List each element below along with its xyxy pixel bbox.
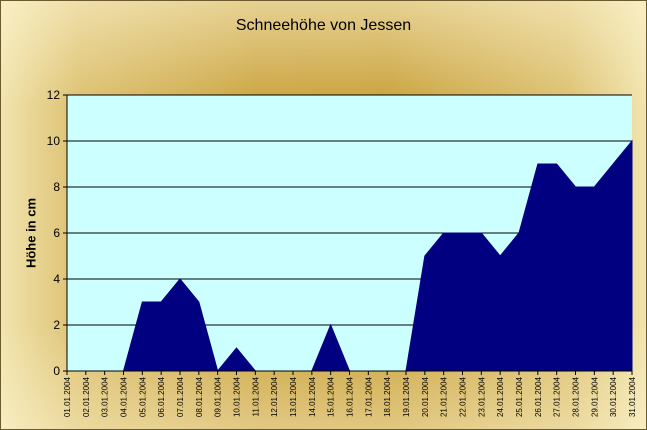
x-tick-label: 13.01.2004 bbox=[289, 376, 298, 417]
y-tick-label: 10 bbox=[47, 134, 61, 148]
x-tick-label: 17.01.2004 bbox=[364, 376, 373, 417]
x-tick-label: 28.01.2004 bbox=[572, 376, 581, 417]
y-tick-label: 4 bbox=[53, 272, 60, 286]
x-tick-label: 31.01.2004 bbox=[628, 376, 637, 417]
x-tick-label: 09.01.2004 bbox=[214, 376, 223, 417]
x-tick-label: 30.01.2004 bbox=[609, 376, 618, 417]
x-tick-label: 15.01.2004 bbox=[327, 376, 336, 417]
x-tick-label: 07.01.2004 bbox=[176, 376, 185, 417]
y-tick-label: 12 bbox=[47, 88, 61, 102]
x-tick-label: 23.01.2004 bbox=[477, 376, 486, 417]
x-tick-label: 01.01.2004 bbox=[63, 376, 72, 417]
x-tick-label: 19.01.2004 bbox=[402, 376, 411, 417]
y-tick-label: 8 bbox=[53, 180, 60, 194]
x-tick-label: 02.01.2004 bbox=[82, 376, 91, 417]
x-tick-label: 21.01.2004 bbox=[440, 376, 449, 417]
y-tick-label: 0 bbox=[53, 364, 60, 378]
x-tick-label: 22.01.2004 bbox=[459, 376, 468, 417]
x-tick-label: 04.01.2004 bbox=[120, 376, 129, 417]
x-tick-label: 05.01.2004 bbox=[138, 376, 147, 417]
x-tick-label: 25.01.2004 bbox=[515, 376, 524, 417]
x-tick-label: 08.01.2004 bbox=[195, 376, 204, 417]
x-tick-label: 27.01.2004 bbox=[553, 376, 562, 417]
x-tick-label: 11.01.2004 bbox=[251, 376, 260, 416]
x-tick-label: 26.01.2004 bbox=[534, 376, 543, 417]
x-tick-label: 12.01.2004 bbox=[270, 376, 279, 417]
x-tick-label: 24.01.2004 bbox=[496, 376, 505, 417]
x-tick-label: 10.01.2004 bbox=[233, 376, 242, 417]
x-tick-label: 20.01.2004 bbox=[421, 376, 430, 417]
y-tick-label: 6 bbox=[53, 226, 60, 240]
x-tick-label: 14.01.2004 bbox=[308, 376, 317, 417]
x-tick-label: 03.01.2004 bbox=[101, 376, 110, 417]
x-tick-label: 16.01.2004 bbox=[346, 376, 355, 417]
x-tick-label: 18.01.2004 bbox=[383, 376, 392, 417]
x-tick-label: 29.01.2004 bbox=[590, 376, 599, 417]
chart-title: Schneehöhe von Jessen bbox=[235, 17, 412, 34]
y-tick-label: 2 bbox=[53, 318, 60, 332]
x-tick-label: 06.01.2004 bbox=[157, 376, 166, 417]
